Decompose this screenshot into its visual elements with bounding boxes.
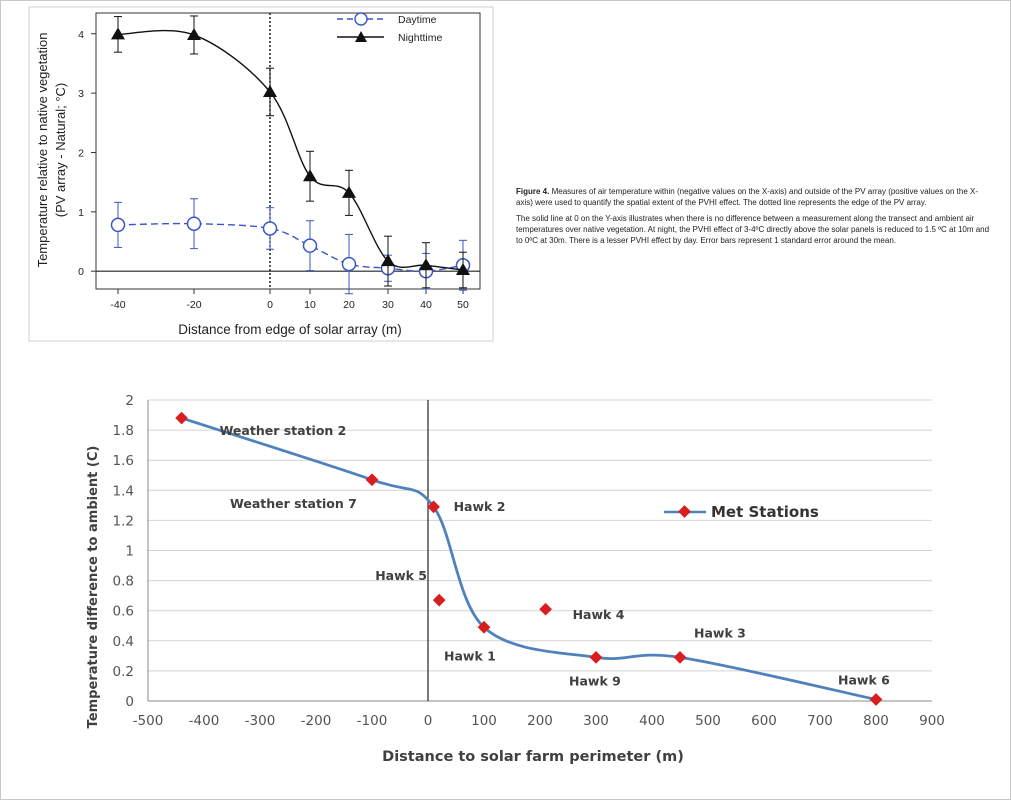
nighttime-point [342, 185, 356, 198]
bottom-y-tick-label: 1 [125, 544, 134, 560]
bottom-x-tick-label: -100 [357, 713, 388, 729]
caption-para-1: Figure 4. Measures of air temperature wi… [516, 186, 991, 208]
bottom-x-tick-label: 400 [639, 713, 665, 729]
nighttime-point [456, 263, 470, 276]
bottom-chart-legend: Met Stations [664, 503, 819, 521]
legend-met-stations-label: Met Stations [711, 503, 819, 521]
top-chart-x-axis-title: Distance from edge of solar array (m) [178, 322, 402, 337]
bottom-chart-y-axis-title: Temperature difference to ambient (C) [86, 446, 101, 729]
bottom-y-tick-label: 2 [125, 393, 134, 409]
bottom-y-tick-label: 0.8 [113, 574, 134, 590]
legend-daytime-marker [354, 12, 368, 26]
bottom-x-tick-label: -400 [189, 713, 220, 729]
daytime-point [341, 256, 357, 272]
bottom-x-tick-label: 100 [471, 713, 497, 729]
daytime-point [186, 216, 202, 231]
bottom-x-tick-label: -300 [245, 713, 276, 729]
met-station-label: Hawk 4 [573, 607, 625, 622]
legend-nighttime-marker [355, 31, 367, 42]
top-x-tick-label: 20 [343, 299, 355, 311]
legend-nighttime-label: Nighttime [398, 32, 443, 44]
bottom-x-tick-label: 0 [424, 713, 433, 729]
bottom-x-tick-label: 700 [807, 713, 833, 729]
nighttime-point [381, 254, 395, 267]
top-chart: 0 1 2 3 4 -40 -20 0 10 20 30 40 50 Distance from edg… [28, 6, 494, 342]
met-station-point [427, 500, 440, 514]
met-station-label: Hawk 6 [838, 672, 890, 687]
bottom-x-tick-label: 200 [527, 713, 553, 729]
met-station-label: Weather station 7 [230, 496, 357, 511]
bottom-chart: 0 0.2 0.4 0.6 0.8 1 1.2 1.4 1.6 1.8 2 -500 -400 -300 -… [86, 393, 945, 765]
bottom-x-tick-label: -200 [301, 713, 332, 729]
top-chart-plot-frame [95, 12, 481, 290]
caption-text: Measures of air temperature within (nega… [516, 187, 979, 207]
met-station-label: Weather station 2 [220, 423, 347, 438]
nighttime-point [263, 84, 277, 97]
figure-caption: Figure 4. Measures of air temperature wi… [516, 186, 991, 251]
daytime-point [302, 238, 318, 253]
nighttime-point [419, 258, 433, 271]
met-station-label: Hawk 2 [454, 499, 506, 514]
bottom-y-tick-label: 1.8 [113, 423, 134, 439]
top-chart-legend: Daytime Nighttime [337, 12, 443, 44]
met-station-point [673, 650, 687, 664]
caption-para-2: The solid line at 0 on the Y-axis illust… [516, 214, 990, 245]
nighttime-point [111, 27, 125, 40]
top-chart-y-axis-title-line2: (PV array - Natural; °C) [53, 83, 68, 218]
top-y-tick-label: 1 [78, 207, 84, 219]
daytime-point [110, 217, 126, 233]
top-x-tick-label: -20 [186, 299, 201, 311]
met-station-point [869, 693, 883, 706]
legend-daytime-label: Daytime [398, 14, 437, 26]
bottom-y-tick-label: 0 [125, 694, 134, 710]
bottom-y-tick-label: 1.2 [113, 513, 134, 529]
bottom-x-tick-label: 900 [919, 713, 945, 729]
caption-label: Figure 4. [516, 187, 550, 196]
top-x-tick-label: 50 [457, 299, 469, 311]
top-x-tick-label: 0 [267, 299, 273, 311]
top-x-tick-label: 10 [304, 299, 316, 311]
top-y-tick-label: 4 [78, 29, 84, 41]
top-chart-border [28, 6, 494, 342]
bottom-y-tick-label: 1.6 [113, 453, 134, 469]
top-y-tick-label: 0 [78, 266, 84, 278]
bottom-y-tick-label: 1.4 [113, 483, 134, 499]
bottom-y-tick-label: 0.6 [113, 604, 134, 620]
top-y-tick-label: 2 [78, 147, 84, 159]
daytime-point [262, 221, 278, 236]
met-station-label: Hawk 3 [694, 625, 746, 640]
bottom-x-tick-label: 600 [751, 713, 777, 729]
nighttime-point [187, 27, 201, 40]
top-chart-y-axis-title-line1: Temperature relative to native vegetatio… [35, 33, 50, 268]
bottom-y-tick-label: 0.2 [113, 664, 134, 680]
top-x-tick-label: 40 [420, 299, 432, 311]
top-x-tick-label: -40 [110, 299, 125, 311]
legend-met-stations-marker [678, 505, 691, 518]
top-x-tick-label: 30 [382, 299, 394, 311]
met-station-point [175, 411, 188, 425]
met-station-label: Hawk 5 [375, 568, 427, 583]
met-station-point [432, 593, 446, 607]
bottom-x-tick-label: -500 [133, 713, 164, 729]
bottom-y-tick-label: 0.4 [113, 634, 134, 650]
nighttime-point [303, 169, 317, 182]
met-station-point [365, 473, 379, 487]
bottom-x-tick-label: 500 [695, 713, 721, 729]
met-station-point [539, 602, 552, 616]
met-station-label: Hawk 9 [569, 673, 621, 688]
met-station-label: Hawk 1 [444, 648, 496, 663]
bottom-x-tick-label: 800 [863, 713, 889, 729]
met-station-point [589, 650, 603, 664]
bottom-chart-x-axis-title: Distance to solar farm perimeter (m) [382, 749, 684, 765]
top-y-tick-label: 3 [78, 88, 84, 100]
bottom-x-tick-label: 300 [583, 713, 609, 729]
